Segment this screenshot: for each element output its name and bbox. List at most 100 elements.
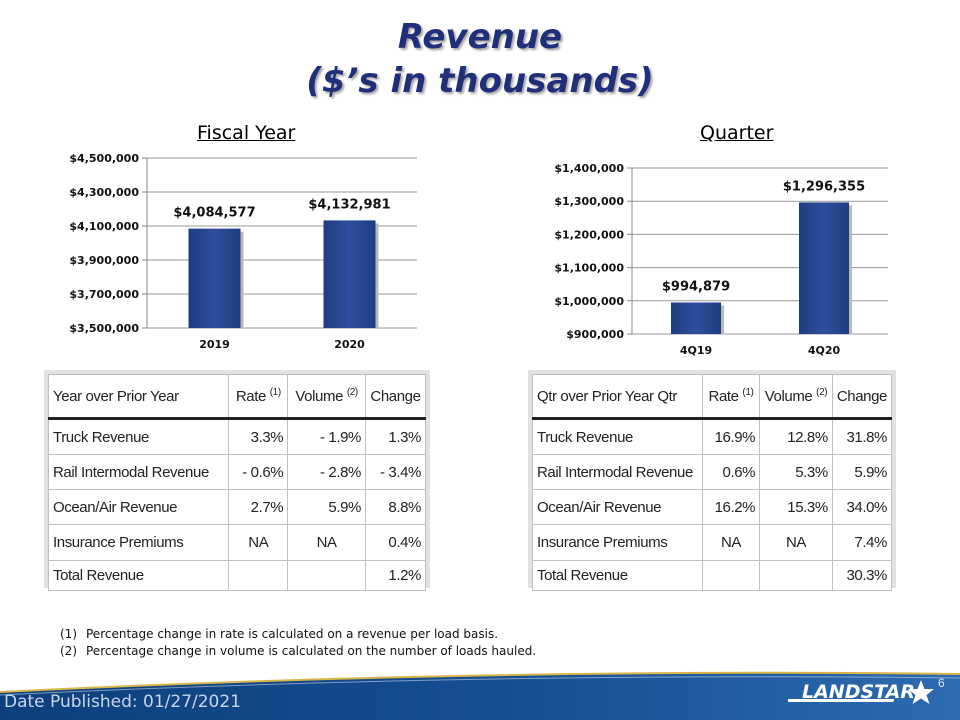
table-row: Rail Intermodal Revenue 0.6% 5.3% 5.9% (532, 454, 893, 490)
change-cell: 0.4% (365, 524, 426, 561)
footnote: (2) Percentage change in volume is calcu… (60, 643, 536, 660)
y-tick-label: $1,400,000 (554, 162, 624, 175)
y-tick-label: $4,100,000 (69, 220, 139, 233)
table-header: Qtr over Prior Year Qtr (532, 374, 703, 420)
rate-cell: 16.2% (701, 489, 761, 525)
y-tick-label: $1,300,000 (554, 195, 624, 208)
change-cell: - 3.4% (365, 454, 426, 490)
rate-cell: 16.9% (701, 418, 761, 455)
bar-value-label: $1,296,355 (783, 179, 865, 194)
rate-cell: NA (701, 524, 761, 561)
rate-cell: 2.7% (228, 489, 289, 525)
change-cell: 34.0% (831, 489, 893, 525)
y-tick-label: $1,000,000 (554, 295, 624, 308)
volume-cell (287, 560, 366, 591)
footnote-number: (1) (60, 627, 77, 641)
bar-value-label: $4,132,981 (308, 197, 390, 212)
volume-cell: - 2.8% (287, 454, 366, 490)
x-tick-label: 4Q20 (808, 344, 841, 357)
row-label: Truck Revenue (47, 418, 230, 455)
table-row: Ocean/Air Revenue 16.2% 15.3% 34.0% (532, 489, 893, 525)
y-tick-label: $3,700,000 (69, 288, 139, 301)
change-cell: 7.4% (831, 524, 893, 561)
row-label: Rail Intermodal Revenue (532, 454, 703, 490)
bar (188, 228, 241, 328)
table-header: Change (831, 374, 893, 420)
y-tick-label: $4,500,000 (69, 152, 139, 165)
table-row: Truck Revenue 3.3% - 1.9% 1.3% (47, 418, 426, 455)
star-icon (908, 680, 934, 704)
quarter-chart: $900,000 $1,000,000 $1,100,000 $1,200,000 $1… (554, 162, 888, 357)
table-header: Volume (2) (759, 374, 833, 420)
page-subtitle: ($’s in thousands) (306, 61, 654, 101)
quarter-change-table: Qtr over Prior Year Qtr Rate (1) Volume … (532, 374, 893, 591)
table-header: Rate (1) (701, 374, 761, 420)
fiscal-year-chart-title: Fiscal Year (197, 122, 296, 144)
change-cell: 5.9% (831, 454, 893, 490)
change-cell: 31.8% (831, 418, 893, 455)
page-title: Revenue (397, 17, 563, 57)
table-header: Rate (1) (228, 374, 289, 420)
table-row: Rail Intermodal Revenue - 0.6% - 2.8% - … (47, 454, 426, 490)
logo-wordmark: LANDSTAR (802, 681, 915, 703)
page-number: 6 (938, 676, 945, 690)
y-tick-label: $900,000 (566, 328, 624, 341)
change-cell: 1.2% (365, 560, 426, 591)
volume-cell: 12.8% (759, 418, 833, 455)
x-tick-label: 4Q19 (680, 344, 712, 357)
table-row: Total Revenue 30.3% (532, 560, 893, 591)
row-label: Total Revenue (47, 560, 230, 591)
bar (323, 220, 376, 328)
date-published: Date Published: 01/27/2021 (4, 692, 241, 712)
row-label: Ocean/Air Revenue (532, 489, 703, 525)
y-tick-label: $3,900,000 (69, 254, 139, 267)
x-tick-label: 2020 (334, 338, 365, 351)
rate-cell: - 0.6% (228, 454, 289, 490)
y-tick-label: $4,300,000 (69, 186, 139, 199)
annual-change-table: Year over Prior Year Rate (1) Volume (2)… (47, 374, 426, 591)
table-row: Total Revenue 1.2% (47, 560, 426, 591)
change-cell: 8.8% (365, 489, 426, 525)
row-label: Insurance Premiums (532, 524, 703, 561)
table-row: Ocean/Air Revenue 2.7% 5.9% 8.8% (47, 489, 426, 525)
volume-cell: 5.3% (759, 454, 833, 490)
row-label: Ocean/Air Revenue (47, 489, 230, 525)
volume-cell: - 1.9% (287, 418, 366, 455)
table-row: Truck Revenue 16.9% 12.8% 31.8% (532, 418, 893, 455)
bar-value-label: $4,084,577 (173, 206, 255, 221)
rate-cell: 3.3% (228, 418, 289, 455)
volume-cell: NA (287, 524, 366, 561)
y-tick-label: $1,100,000 (554, 262, 624, 275)
table-row: Insurance Premiums NA NA 0.4% (47, 524, 426, 561)
footnote-text: Percentage change in volume is calculate… (86, 644, 537, 658)
x-tick-label: 2019 (199, 338, 230, 351)
table-header: Year over Prior Year (47, 374, 230, 420)
volume-cell: 15.3% (759, 489, 833, 525)
footnotes: (1) Percentage change in rate is calcula… (60, 626, 536, 660)
footnote-text: Percentage change in rate is calculated … (86, 627, 499, 641)
bar (799, 202, 849, 334)
table-header: Volume (2) (287, 374, 366, 420)
volume-cell (759, 560, 833, 591)
volume-cell: NA (759, 524, 833, 561)
y-tick-label: $3,500,000 (69, 322, 139, 335)
change-cell: 30.3% (831, 560, 893, 591)
row-label: Insurance Premiums (47, 524, 230, 561)
bar-value-label: $994,879 (662, 280, 730, 295)
row-label: Truck Revenue (532, 418, 703, 455)
change-cell: 1.3% (365, 418, 426, 455)
quarter-chart-title: Quarter (700, 122, 774, 144)
rate-cell (701, 560, 761, 591)
rate-cell (228, 560, 289, 591)
footer-band (0, 671, 960, 720)
fiscal-year-chart: $3,500,000 $3,700,000 $3,900,000 $4,100,000… (69, 152, 417, 351)
row-label: Total Revenue (532, 560, 703, 591)
rate-cell: 0.6% (701, 454, 761, 490)
table-header: Change (365, 374, 426, 420)
table-row: Insurance Premiums NA NA 7.4% (532, 524, 893, 561)
row-label: Rail Intermodal Revenue (47, 454, 230, 490)
rate-cell: NA (228, 524, 289, 561)
bar (671, 302, 721, 334)
volume-cell: 5.9% (287, 489, 366, 525)
footnote-number: (2) (60, 644, 77, 658)
